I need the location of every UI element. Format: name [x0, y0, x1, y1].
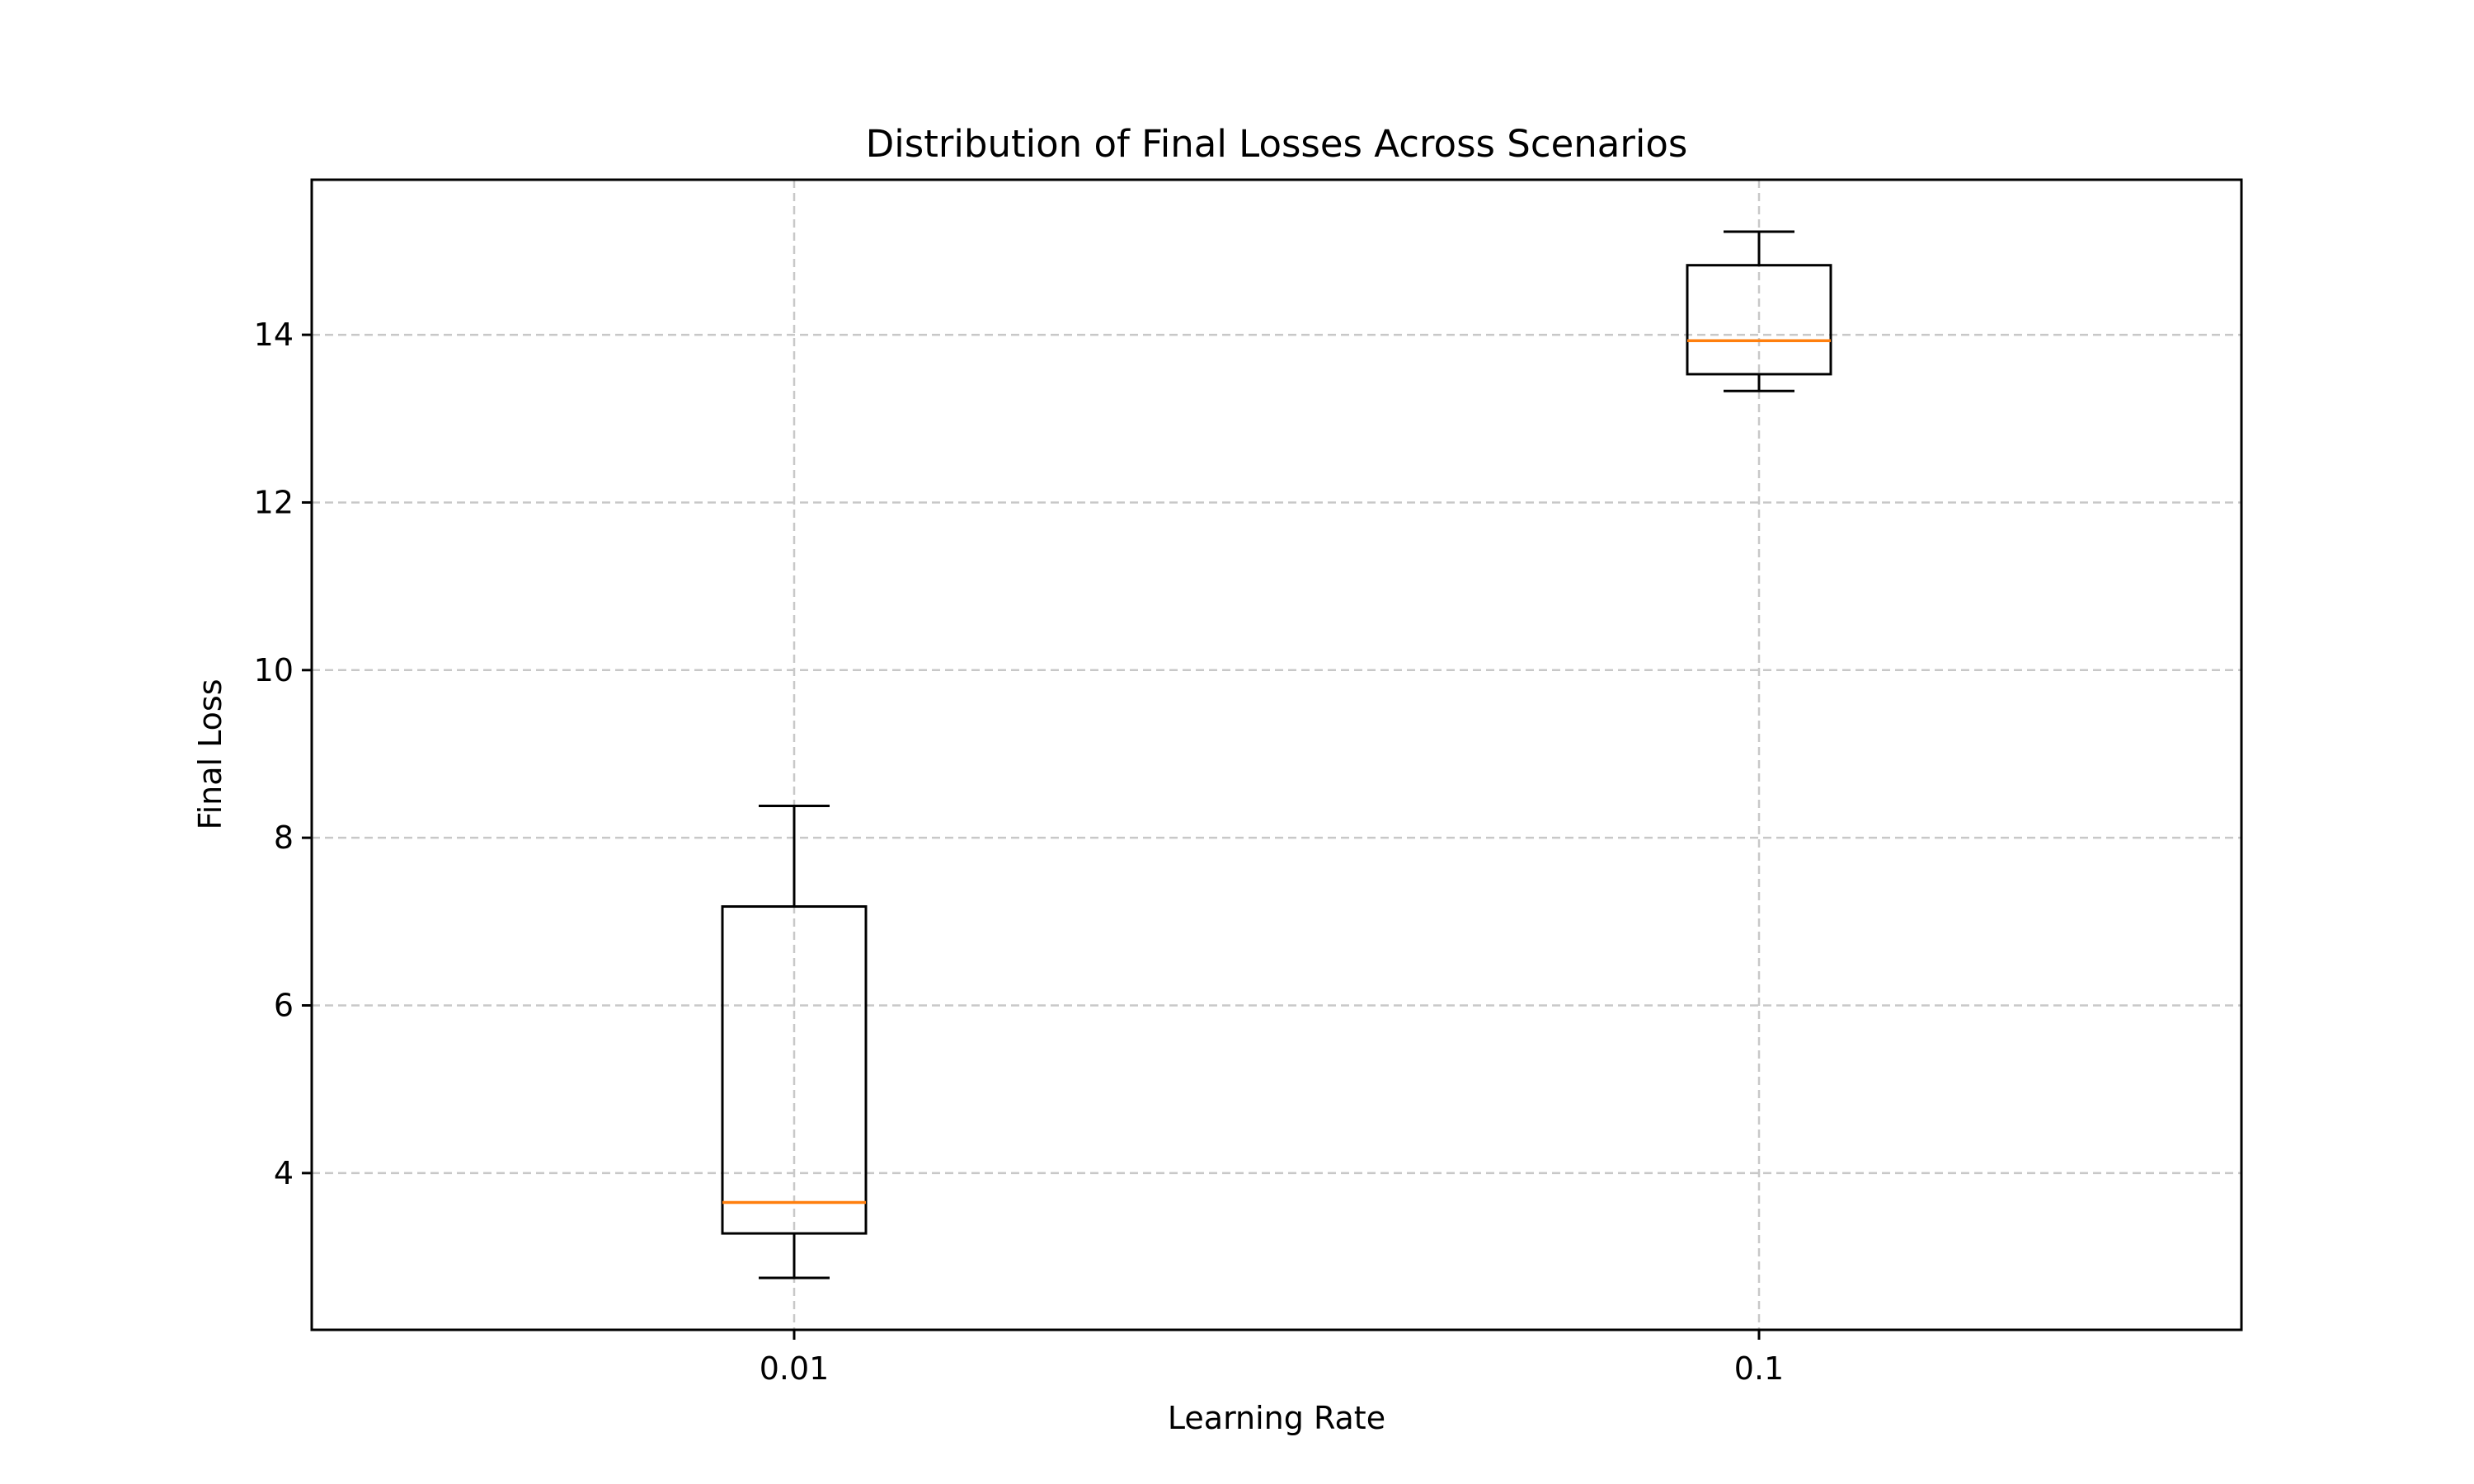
box-group	[1686, 230, 1832, 392]
plot-area-frame	[310, 178, 2243, 1331]
chart-title: Distribution of Final Losses Across Scen…	[866, 122, 1688, 166]
axis-ticks: 4 6 8 10 12 14 0.01 0.1	[254, 317, 1785, 1387]
iqr-box	[721, 905, 868, 1235]
y-tick-label: 4	[274, 1155, 294, 1191]
y-tick-label: 6	[274, 988, 294, 1024]
box-series	[721, 230, 1832, 1280]
x-tick-label: 0.01	[760, 1350, 830, 1387]
y-axis-label: Final Loss	[192, 679, 228, 829]
y-tick-label: 14	[254, 317, 294, 353]
iqr-box	[1686, 264, 1832, 376]
y-tick-label: 12	[254, 484, 294, 520]
grid-lines	[312, 180, 2241, 1330]
x-axis-label: Learning Rate	[1168, 1400, 1385, 1436]
y-tick-label: 10	[254, 652, 294, 688]
y-tick-label: 8	[274, 819, 294, 856]
box-group	[721, 805, 868, 1280]
x-tick-label: 0.1	[1734, 1350, 1784, 1387]
